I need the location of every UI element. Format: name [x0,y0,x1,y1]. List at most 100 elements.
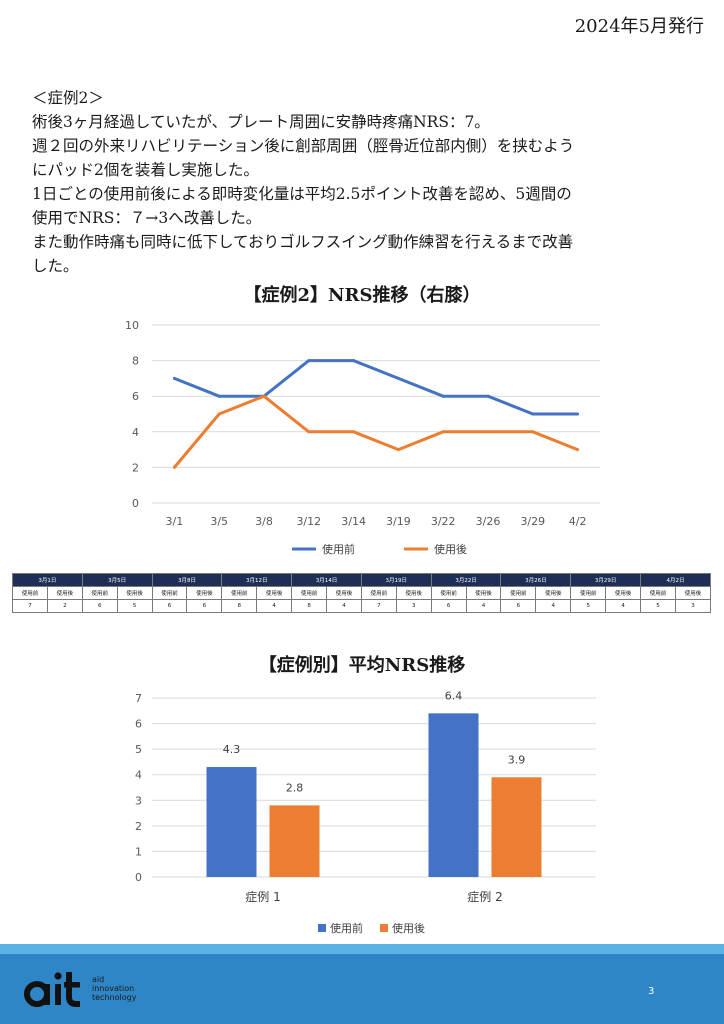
table-value-cell: 4 [465,599,502,613]
table-value-cell: 4 [605,599,642,613]
data-point [486,394,490,398]
table-date-cell: 3月14日 [291,573,362,587]
table-subheader-cell: 使用前 [81,586,118,600]
x-tick-label: 3/19 [386,515,411,528]
table-value-cell: 6 [151,599,188,613]
y-tick-label: 2 [135,820,142,833]
data-point [307,359,311,363]
data-point [576,412,580,416]
legend-label: 使用後 [392,921,425,935]
x-tick-label: 3/12 [296,515,321,528]
table-subheader-cell: 使用後 [116,586,153,600]
table-date-cell: 3月12日 [221,573,293,587]
y-tick-label: 1 [135,845,142,858]
bar-chart-title: 【症例別】平均NRS推移 [258,655,466,676]
logo-tagline: aid innovation technology [92,975,136,1002]
x-tick-label: 3/5 [210,515,228,528]
bar [206,767,257,877]
table-subheader-cell: 使用後 [674,586,712,600]
y-tick-label: 6 [132,390,139,403]
table-subheader-cell: 使用前 [151,586,188,600]
table-value-cell: 6 [81,599,118,613]
table-subheader-cell: 使用後 [395,586,432,600]
table-value-cell: 4 [535,599,572,613]
table-value-cell: 5 [640,599,676,613]
y-tick-label: 6 [135,718,142,731]
line-chart-title: 【症例2】NRS推移（右膝） [243,285,481,306]
table-date-cell: 3月8日 [151,573,223,587]
x-category-label: 症例 1 [245,889,280,904]
data-label: 2.8 [286,781,304,794]
page-number: 3 [648,986,655,997]
table-value-cell: 6 [430,599,467,613]
table-subheader-cell: 使用後 [46,586,83,600]
y-tick-label: 0 [132,497,139,510]
data-label: 4.3 [223,743,241,756]
table-date-cell: 3月1日 [12,573,83,587]
table-date-cell: 3月19日 [360,573,432,587]
table-subheader-cell: 使用前 [430,586,467,600]
bar [491,777,542,877]
case-line: また動作時痛も同時に低下しておりゴルフスイング動作練習を行えるまで改善 [32,233,574,251]
nrs-data-table: 3月1日 3月5日 3月8日 3月12日 3月14日 3月19日 3月22日 3月26日 3月2… [12,573,712,613]
avg-nrs-bar-chart: 0 1 2 3 4 5 6 7 4.3 2.8 症例 1 6.4 3.9 症例 2 使用前 使用後 [135,689,596,935]
table-subheader-cell: 使用後 [605,586,642,600]
legend-label: 使用後 [434,542,467,556]
table-value-cell: 2 [46,599,83,613]
data-point [396,376,400,380]
table-subheader-cell: 使用後 [326,586,362,600]
table-value-cell: 3 [395,599,432,613]
table-value-cell: 8 [221,599,258,613]
table-value-cell: 5 [116,599,153,613]
table-subheader-cell: 使用後 [465,586,502,600]
tagline-line: innovation [92,984,135,993]
table-value-cell: 4 [256,599,293,613]
nrs-line-chart: 0 2 4 6 8 10 3/1 3/5 3/8 3/12 3/14 3/19 3/22 3/26 3/29… [125,319,600,556]
data-point [441,430,445,434]
ait-logo [24,972,80,1007]
legend-label: 使用前 [330,921,363,935]
x-tick-label: 3/29 [520,515,545,528]
case-line: 週２回の外来リハビリテーション後に創部周囲（脛骨近位部内側）を挟むよう [32,137,575,155]
tagline-line: technology [92,993,137,1002]
issue-date: 2024年5月発行 [574,16,704,37]
x-tick-label: 3/22 [431,515,456,528]
table-date-cell: 3月22日 [430,573,502,587]
table-subheader-cell: 使用前 [640,586,676,600]
legend-swatch [380,924,388,932]
data-point [441,394,445,398]
x-tick-label: 3/8 [255,515,273,528]
table-value-cell: 7 [360,599,397,613]
x-tick-label: 3/26 [476,515,501,528]
case-line: ＜症例2＞ [32,89,104,107]
y-tick-label: 4 [135,769,142,782]
table-date-row: 3月1日 3月5日 3月8日 3月12日 3月14日 3月19日 3月22日 3月26日 3月2… [12,573,711,587]
case-line: 術後3ヶ月経過していたが、プレート周囲に安静時疼痛NRS：7。 [32,113,490,131]
x-category-label: 症例 2 [467,889,502,904]
data-point [352,359,356,363]
data-label: 3.9 [508,753,526,766]
table-value-cell: 6 [186,599,223,613]
y-tick-label: 5 [135,743,142,756]
data-point [576,448,580,452]
table-subheader-row: 使用前 使用後 使用前 使用後 使用前 使用後 使用前 使用後 使用前 使用後 使用前 使用後 使用前使… [12,586,712,600]
y-tick-label: 7 [135,692,142,705]
table-value-cell: 3 [674,599,712,613]
data-point [262,394,266,398]
y-tick-label: 4 [132,426,139,439]
data-point [486,430,490,434]
table-date-cell: 3月5日 [81,573,153,587]
data-point [531,430,535,434]
data-point [217,394,221,398]
data-point [531,412,535,416]
y-tick-label: 2 [132,461,139,474]
table-date-cell: 4月2日 [640,573,711,587]
y-tick-label: 10 [125,319,139,332]
bar [269,805,320,877]
case-line: にパッド2個を装着し実施した。 [32,161,259,179]
series-line [173,394,579,469]
data-point [396,448,400,452]
table-subheader-cell: 使用前 [360,586,397,600]
data-label: 6.4 [445,689,463,702]
